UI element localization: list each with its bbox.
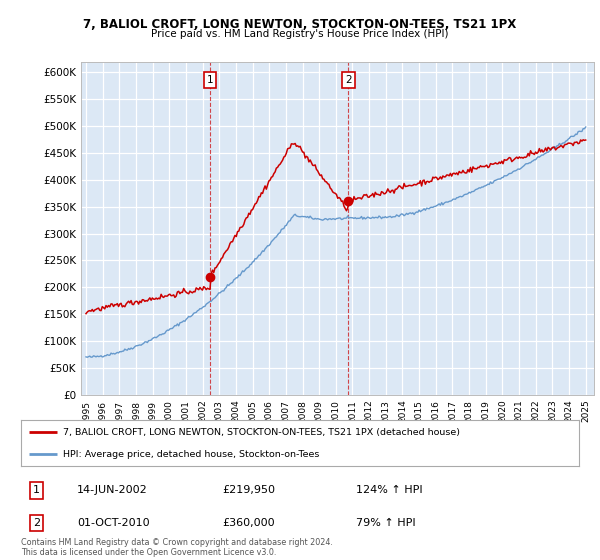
- Text: Price paid vs. HM Land Registry's House Price Index (HPI): Price paid vs. HM Land Registry's House …: [151, 29, 449, 39]
- Text: £219,950: £219,950: [222, 486, 275, 496]
- Text: Contains HM Land Registry data © Crown copyright and database right 2024.
This d: Contains HM Land Registry data © Crown c…: [21, 538, 333, 557]
- Text: 79% ↑ HPI: 79% ↑ HPI: [356, 518, 415, 528]
- Text: 7, BALIOL CROFT, LONG NEWTON, STOCKTON-ON-TEES, TS21 1PX: 7, BALIOL CROFT, LONG NEWTON, STOCKTON-O…: [83, 18, 517, 31]
- Text: 2: 2: [33, 518, 40, 528]
- Text: 14-JUN-2002: 14-JUN-2002: [77, 486, 148, 496]
- Text: 1: 1: [33, 486, 40, 496]
- Text: 7, BALIOL CROFT, LONG NEWTON, STOCKTON-ON-TEES, TS21 1PX (detached house): 7, BALIOL CROFT, LONG NEWTON, STOCKTON-O…: [63, 428, 460, 437]
- Text: 124% ↑ HPI: 124% ↑ HPI: [356, 486, 422, 496]
- Text: 1: 1: [207, 76, 214, 86]
- Text: 2: 2: [345, 76, 352, 86]
- Text: £360,000: £360,000: [222, 518, 275, 528]
- Text: 01-OCT-2010: 01-OCT-2010: [77, 518, 149, 528]
- Text: HPI: Average price, detached house, Stockton-on-Tees: HPI: Average price, detached house, Stoc…: [63, 450, 319, 459]
